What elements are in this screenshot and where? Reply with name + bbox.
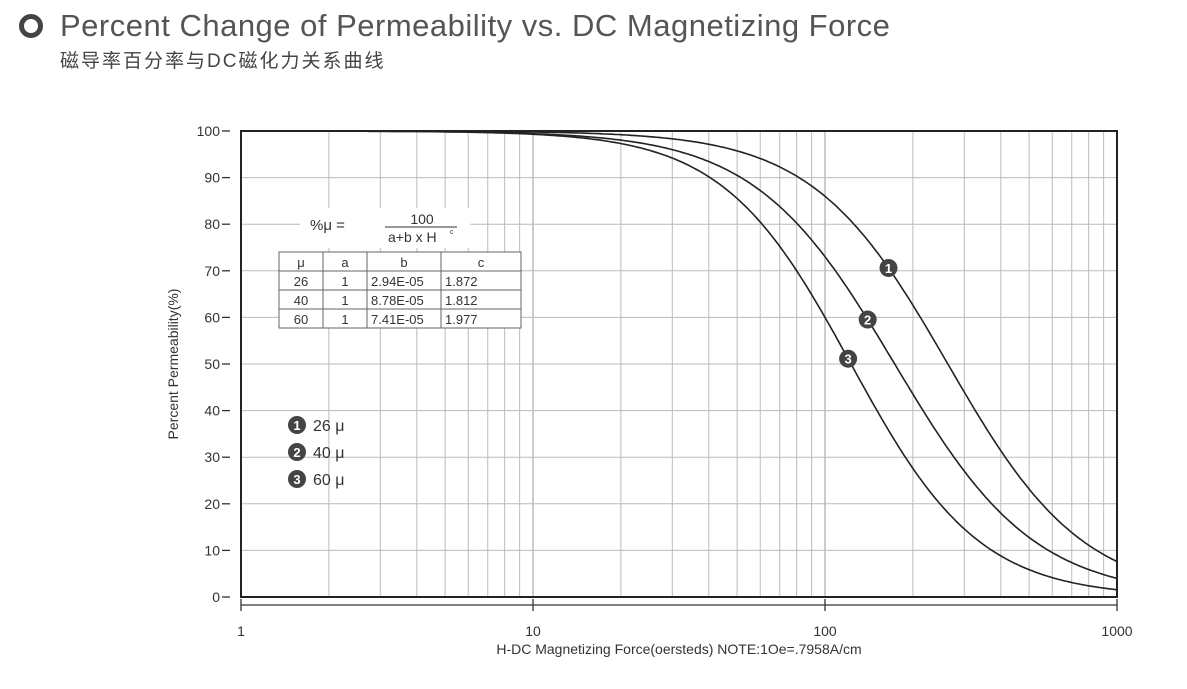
- formula: %μ = 100 a+b x H c: [300, 208, 470, 248]
- curve-marker-label: 1: [885, 261, 892, 276]
- legend-marker-3: [288, 470, 306, 488]
- y-tick-label: 10: [204, 542, 220, 558]
- table-header-cell: a: [341, 255, 349, 270]
- formula-exponent: c: [450, 229, 454, 236]
- table-cell: 1.812: [445, 293, 478, 308]
- table-cell: 1: [341, 312, 348, 327]
- y-tick-label: 100: [197, 123, 221, 139]
- y-axis-label: Percent Permeability(%): [165, 289, 181, 440]
- table-header-cell: c: [478, 255, 485, 270]
- y-tick-label: 40: [204, 403, 220, 419]
- curve-marker-1: [879, 258, 898, 277]
- plot-border: [240, 130, 1118, 598]
- legend: 1 26 μ 2 40 μ 3 60 μ: [288, 416, 344, 489]
- curve-2: [241, 130, 1118, 580]
- table-cell: 26: [294, 274, 308, 289]
- parameter-table: μ a b c 26 1 2.94E-05 1.872 40 1 8.78E-05 1.812 60 1 7…: [278, 251, 522, 329]
- table-cell: 1.977: [445, 312, 478, 327]
- curve-marker-2: [858, 310, 877, 329]
- x-tick-label: 1: [237, 623, 245, 639]
- legend-label: 40 μ: [313, 445, 344, 462]
- legend-label: 60 μ: [313, 472, 344, 489]
- curve-marker-label: 2: [864, 313, 871, 328]
- table-cell: 60: [294, 312, 308, 327]
- legend-marker-label: 1: [293, 418, 300, 433]
- table-cell: 1: [341, 293, 348, 308]
- y-tick-label: 30: [204, 449, 220, 465]
- y-tick-label: 0: [212, 589, 220, 605]
- legend-marker-label: 3: [293, 472, 300, 487]
- legend-marker-label: 2: [293, 445, 300, 460]
- legend-label: 26 μ: [313, 418, 344, 435]
- table-cell: 1: [341, 274, 348, 289]
- legend-marker-2: [288, 443, 306, 461]
- y-tick-label: 50: [204, 356, 220, 372]
- formula-lhs: %μ =: [310, 217, 345, 234]
- y-tick-label: 20: [204, 496, 220, 512]
- curve-marker-label: 3: [845, 352, 852, 367]
- legend-marker-1: [288, 416, 306, 434]
- curve-3: [241, 130, 1118, 591]
- x-tick-label: 1000: [1101, 623, 1132, 639]
- curve-marker-3: [839, 349, 858, 368]
- table-cell: 7.41E-05: [371, 312, 424, 327]
- x-axis-label: H-DC Magnetizing Force(oersteds) NOTE:1O…: [496, 641, 861, 657]
- table-cell: 2.94E-05: [371, 274, 424, 289]
- formula-numerator: 100: [410, 211, 434, 227]
- y-tick-label: 70: [204, 263, 220, 279]
- page-title: Percent Change of Permeability vs. DC Ma…: [60, 8, 891, 43]
- y-tick-label: 80: [204, 216, 220, 232]
- x-tick-label: 100: [813, 623, 837, 639]
- circle-bullet-icon: [19, 14, 43, 38]
- table-cell: 40: [294, 293, 308, 308]
- formula-denominator: a+b x H: [388, 229, 437, 245]
- y-tick-label: 60: [204, 309, 220, 325]
- y-tick-label: 90: [204, 170, 220, 186]
- table-cell: 8.78E-05: [371, 293, 424, 308]
- page-subtitle: 磁导率百分率与DC磁化力关系曲线: [60, 51, 386, 72]
- table-header-cell: b: [400, 255, 407, 270]
- table-header-cell: μ: [297, 255, 305, 270]
- x-tick-label: 10: [525, 623, 541, 639]
- table-cell: 1.872: [445, 274, 478, 289]
